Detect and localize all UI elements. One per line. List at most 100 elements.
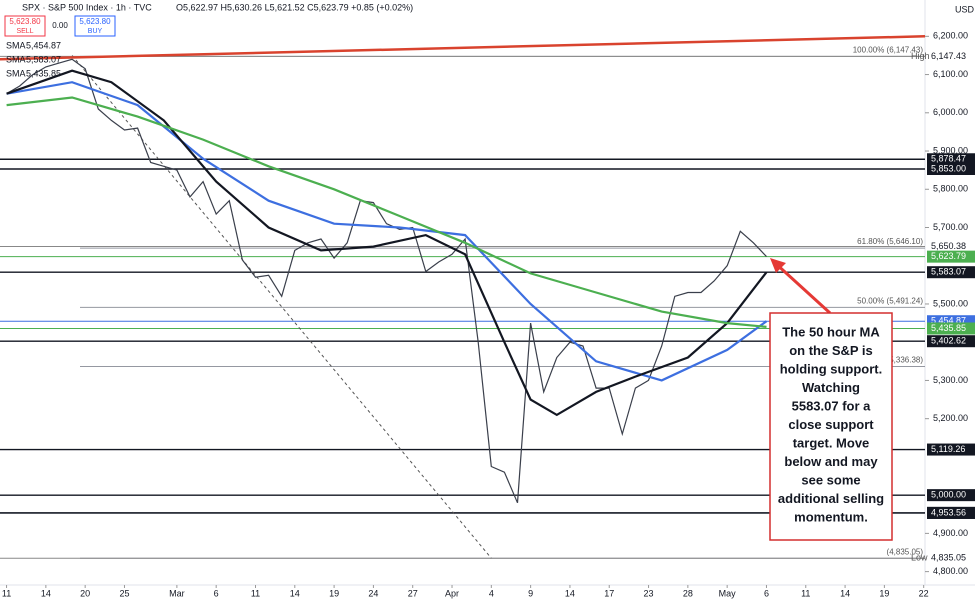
price-label: 6,147.43: [931, 51, 966, 61]
legend-value: 5,435.85: [26, 68, 61, 78]
y-tick-label: 6,200.00: [933, 31, 968, 41]
x-tick-label: 14: [290, 588, 300, 598]
sell-price: 5,623.80: [9, 17, 41, 26]
legend-name: SMA: [6, 54, 26, 64]
x-tick-label: 4: [489, 588, 494, 598]
symbol: SPX · S&P 500 Index · 1h · TVC: [22, 2, 152, 12]
annotation-line: The 50 hour MA: [782, 324, 880, 339]
price-label: 5,878.47: [931, 154, 966, 164]
annotation-line: Watching: [802, 380, 860, 395]
sma-line: [6, 69, 768, 417]
price-label: 5,000.00: [931, 490, 966, 500]
x-tick-label: 24: [368, 588, 378, 598]
price-label-bg: [927, 153, 975, 166]
ohlc: O5,622.97 H5,630.26 L5,621.52 C5,623.79 …: [176, 2, 413, 12]
legend-name: SMA: [6, 40, 26, 50]
price-label-bg: [927, 266, 975, 279]
price-label: 5,650.38: [931, 241, 966, 251]
x-tick-label: 11: [801, 588, 810, 598]
arrow-head: [770, 258, 786, 273]
arrow: [772, 260, 832, 315]
price-label: 5,853.00: [931, 163, 966, 173]
price-label: 4,953.56: [931, 507, 966, 517]
x-tick-label: 22: [919, 588, 929, 598]
fib-label: (4,835.05): [887, 547, 924, 556]
price-label: 5,119.26: [931, 444, 965, 454]
x-tick-label: 14: [840, 588, 850, 598]
annotation-line: holding support.: [780, 361, 883, 376]
annotation-line: on the S&P is: [789, 343, 873, 358]
annotation-line: 5583.07 for a: [792, 398, 872, 413]
annotation-line: momentum.: [794, 509, 868, 524]
buy-button[interactable]: [74, 15, 116, 37]
price-label-bg: [927, 506, 975, 519]
price-label-bg: [927, 489, 975, 502]
y-tick-label: 4,800.00: [933, 566, 968, 576]
price-label-bg: [927, 322, 975, 335]
y-tick-label: 4,900.00: [933, 528, 968, 538]
sell-label: SELL: [16, 28, 33, 35]
x-tick-label: 20: [80, 588, 90, 598]
buy-label: BUY: [88, 28, 103, 35]
annotation-line: below and may: [784, 454, 878, 469]
annotation-line: target. Move: [793, 435, 870, 450]
price-line: [6, 58, 767, 504]
currency: USD: [955, 4, 975, 14]
x-tick-label: Mar: [169, 588, 185, 598]
price-label-bg: [927, 163, 975, 175]
price-tag: Low: [911, 553, 928, 563]
x-tick-label: 19: [879, 588, 889, 598]
x-tick-label: 14: [565, 588, 575, 598]
x-tick-label: 11: [2, 588, 11, 598]
legend-value: 5,583.07: [26, 54, 61, 64]
sell-button[interactable]: [4, 15, 46, 37]
y-tick-label: 5,200.00: [933, 413, 968, 423]
x-tick-label: 28: [683, 588, 693, 598]
x-tick-label: 6: [764, 588, 769, 598]
sma-line: [6, 81, 768, 382]
price-label-bg: [927, 240, 975, 253]
trendline: [0, 35, 926, 61]
x-tick-label: 9: [528, 588, 533, 598]
y-tick-label: 6,100.00: [933, 69, 968, 79]
price-label-bg: [927, 552, 975, 565]
price-label: 5,454.87: [931, 316, 966, 326]
sma-line: [6, 96, 767, 328]
annotation-line: see some: [801, 472, 860, 487]
fib-label: 50.00% (5,491.24): [857, 296, 923, 305]
annotation-line: additional selling: [778, 491, 884, 506]
legend-value: 5,454.87: [26, 40, 61, 50]
price-label: 5,402.62: [931, 336, 966, 346]
price-label-bg: [927, 50, 975, 63]
x-tick-label: May: [719, 588, 737, 598]
legend-name: SMA: [6, 68, 26, 78]
y-tick-label: 5,500.00: [933, 298, 968, 308]
y-tick-label: 6,000.00: [933, 107, 968, 117]
x-tick-label: 6: [214, 588, 219, 598]
annotation-line: close support: [788, 417, 874, 432]
x-tick-label: 14: [41, 588, 51, 598]
x-tick-label: 23: [644, 588, 654, 598]
price-label-bg: [927, 250, 975, 263]
x-tick-label: 27: [408, 588, 418, 598]
fib-label: 100.00% (6,147.43): [853, 46, 924, 55]
fib-label: 61.80% (5,646.10): [857, 237, 923, 246]
x-tick-label: 25: [119, 588, 129, 598]
y-tick-label: 5,700.00: [933, 222, 968, 232]
y-tick-label: 5,800.00: [933, 184, 968, 194]
price-label-bg: [927, 335, 975, 348]
x-tick-label: 11: [251, 588, 260, 598]
y-tick-label: 5,900.00: [933, 145, 968, 155]
price-label: 5,435.85: [931, 323, 966, 333]
price-label-bg: [927, 443, 975, 456]
spread: 0.00: [52, 21, 68, 30]
y-tick-label: 5,300.00: [933, 375, 968, 385]
x-tick-label: 19: [329, 588, 339, 598]
price-label: 4,835.05: [931, 553, 966, 563]
x-tick-label: Apr: [445, 588, 459, 598]
price-label: 5,623.79: [931, 251, 966, 261]
annotation-box: [769, 312, 893, 541]
x-tick-label: 17: [604, 588, 614, 598]
fib-label: (5,336.38): [887, 356, 924, 365]
